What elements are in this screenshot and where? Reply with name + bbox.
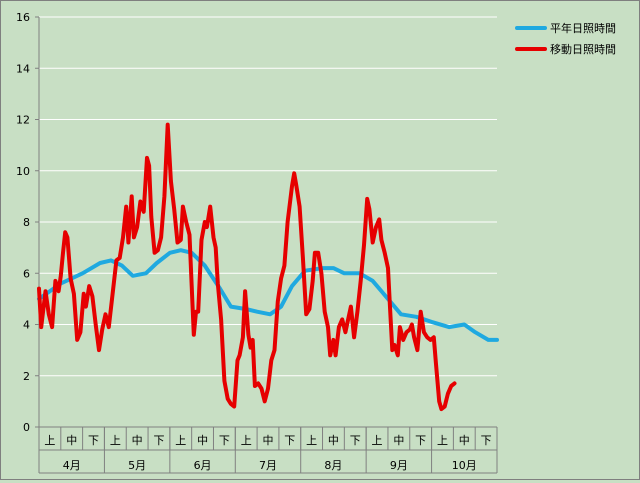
x-sub-label-5-1: 中 xyxy=(393,434,404,447)
y-tick-label-0: 0 xyxy=(23,421,30,434)
x-month-label-0: 4月 xyxy=(63,459,81,472)
x-sub-label-6-2: 下 xyxy=(481,434,492,447)
x-month-label-2: 6月 xyxy=(194,459,212,472)
x-sub-label-2-1: 中 xyxy=(197,434,208,447)
x-month-label-3: 7月 xyxy=(259,459,277,472)
y-tick-label-16: 16 xyxy=(16,11,30,24)
x-month-label-1: 5月 xyxy=(128,459,146,472)
x-sub-label-4-2: 下 xyxy=(350,434,361,447)
axes xyxy=(35,16,498,474)
x-sub-label-3-1: 中 xyxy=(263,434,274,447)
y-tick-label-8: 8 xyxy=(23,216,30,229)
x-sub-label-4-1: 中 xyxy=(328,434,339,447)
x-month-label-5: 9月 xyxy=(390,459,408,472)
x-sub-label-3-2: 下 xyxy=(284,434,295,447)
x-month-label-6: 10月 xyxy=(452,459,477,472)
x-sub-label-1-1: 中 xyxy=(132,434,143,447)
x-sub-label-0-0: 上 xyxy=(44,434,55,447)
x-sub-label-0-1: 中 xyxy=(66,434,77,447)
legend-label-0: 平年日照時間 xyxy=(550,21,616,35)
x-sub-label-2-0: 上 xyxy=(175,434,186,447)
legend-label-1: 移動日照時間 xyxy=(550,42,616,56)
y-tick-label-6: 6 xyxy=(23,267,30,280)
x-sub-label-6-1: 中 xyxy=(459,434,470,447)
series-line-1 xyxy=(37,122,457,412)
x-sub-label-3-0: 上 xyxy=(241,434,252,447)
x-sub-label-0-2: 下 xyxy=(88,434,99,447)
y-tick-label-10: 10 xyxy=(16,165,30,178)
series-lines xyxy=(37,122,499,412)
x-sub-label-5-0: 上 xyxy=(372,434,383,447)
x-sub-label-1-2: 下 xyxy=(153,434,164,447)
x-month-label-4: 8月 xyxy=(324,459,342,472)
x-tick-labels: 上中下4月上中下5月上中下6月上中下7月上中下8月上中下9月上中下10月 xyxy=(44,434,491,472)
y-tick-label-12: 12 xyxy=(16,114,30,127)
y-tick-label-4: 4 xyxy=(23,319,30,332)
x-sub-label-2-2: 下 xyxy=(219,434,230,447)
x-sub-label-5-2: 下 xyxy=(415,434,426,447)
y-tick-labels: 0 2 4 6 8 10 12 14 16 xyxy=(16,11,30,434)
x-sub-label-1-0: 上 xyxy=(110,434,121,447)
x-sub-label-4-0: 上 xyxy=(306,434,317,447)
y-tick-label-14: 14 xyxy=(16,62,30,75)
x-sub-label-6-0: 上 xyxy=(437,434,448,447)
y-tick-label-2: 2 xyxy=(23,370,30,383)
